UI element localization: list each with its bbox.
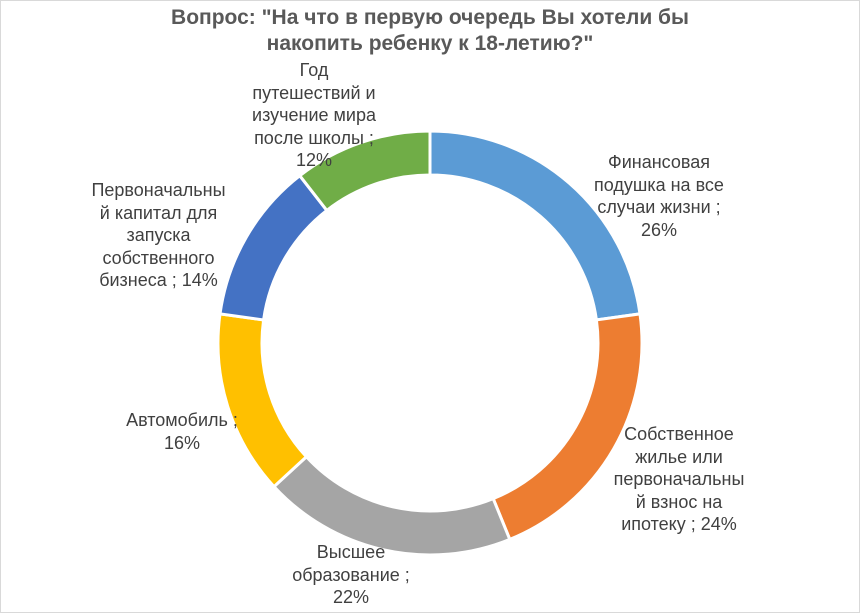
- data-label-line: 22%: [332, 587, 370, 607]
- data-label-line: Высшее: [316, 542, 386, 562]
- data-label-line: после школы ;: [254, 127, 374, 148]
- data-label-line: первоначальны: [613, 469, 745, 489]
- data-label-line: изучение мира: [252, 105, 376, 125]
- data-label-line: й капитал для: [99, 202, 218, 223]
- chart-title-line-2: накопить ребенку к 18-летию?": [266, 32, 594, 55]
- chart-title-line-1: Вопрос: "На что в первую очередь Вы хоте…: [171, 6, 689, 29]
- data-label-line: 26%: [640, 219, 678, 240]
- data-label-housing: Собственное жилье или первоначальны й взнос…: [599, 423, 759, 536]
- data-label-financial-cushion: Финансовая подушка на все случаи жизни ; 26…: [569, 151, 749, 241]
- data-label-line: 16%: [163, 432, 201, 453]
- data-label-line: ипотеку ; 24%: [621, 514, 737, 534]
- data-label-line: подушка на все: [594, 174, 724, 195]
- data-label-line: собственного: [102, 247, 215, 268]
- data-label-line: Первоначальны: [91, 180, 226, 200]
- data-label-line: Финансовая: [608, 152, 710, 172]
- slice-car: [216, 312, 309, 489]
- data-label-line: 12%: [295, 150, 333, 170]
- data-label-travel-year: Год путешествий и изучение мира после школы…: [214, 59, 414, 172]
- data-label-line: Собственное: [624, 424, 734, 444]
- data-label-line: бизнеса ; 14%: [99, 270, 218, 290]
- data-label-line: Автомобиль ;: [126, 410, 238, 430]
- data-label-line: й взнос на: [635, 491, 723, 512]
- data-label-line: запуска: [126, 225, 191, 245]
- data-label-business-capital: Первоначальны й капитал для запуска собстве…: [61, 179, 256, 292]
- slice-travel-year: [297, 129, 432, 213]
- chart-title: Вопрос: "На что в первую очередь Вы хоте…: [1, 5, 859, 57]
- data-label-line: Год: [299, 60, 329, 80]
- data-label-higher-education: Высшее образование ; 22%: [271, 541, 431, 609]
- data-label-line: жилье или: [635, 446, 723, 467]
- data-label-line: случаи жизни ;: [597, 197, 721, 217]
- data-label-line: образование ;: [292, 564, 410, 585]
- data-label-line: путешествий и: [252, 82, 376, 103]
- data-label-car: Автомобиль ; 16%: [97, 409, 267, 454]
